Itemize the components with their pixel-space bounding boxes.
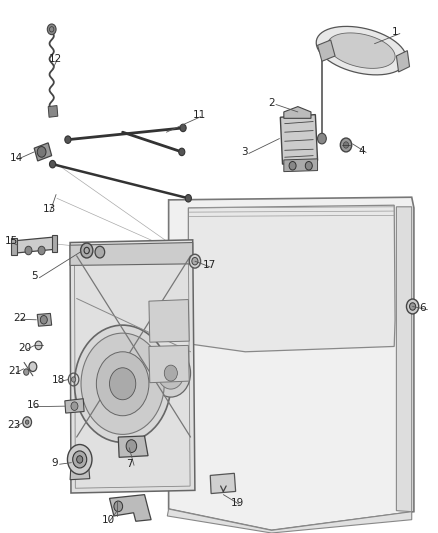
Circle shape [110,368,136,400]
Text: 9: 9 [52,458,58,467]
Polygon shape [70,465,90,480]
Polygon shape [48,106,58,117]
Circle shape [47,24,56,35]
Circle shape [73,451,87,468]
Polygon shape [169,197,414,530]
Circle shape [77,456,83,463]
Circle shape [67,445,92,474]
Polygon shape [110,495,151,521]
Text: 18: 18 [52,375,65,385]
Circle shape [179,148,185,156]
Circle shape [74,325,171,442]
Circle shape [71,377,76,382]
Text: 3: 3 [241,147,247,157]
Circle shape [158,357,184,389]
Polygon shape [70,240,195,493]
Polygon shape [280,115,318,164]
Text: 7: 7 [126,459,133,469]
Circle shape [343,142,349,148]
Polygon shape [316,27,406,75]
Circle shape [24,369,29,375]
Text: 11: 11 [193,110,206,120]
Text: 5: 5 [32,271,38,281]
Circle shape [185,195,191,202]
Polygon shape [70,243,193,265]
Circle shape [25,246,32,255]
Circle shape [65,136,71,143]
Circle shape [96,352,149,416]
Polygon shape [284,107,311,118]
Circle shape [29,362,37,372]
Text: 13: 13 [42,205,56,214]
Circle shape [305,161,312,170]
Circle shape [406,299,419,314]
Polygon shape [210,473,236,494]
Polygon shape [65,399,84,413]
Text: 17: 17 [202,261,215,270]
Circle shape [81,243,93,258]
Text: 22: 22 [13,313,26,322]
Text: 12: 12 [49,54,62,63]
Polygon shape [167,509,412,533]
Circle shape [289,161,296,170]
Circle shape [114,501,123,512]
Text: 1: 1 [392,27,399,37]
Text: 14: 14 [10,153,23,163]
Circle shape [164,365,177,381]
Circle shape [23,417,32,427]
Circle shape [95,246,105,258]
Text: 4: 4 [358,146,365,156]
Circle shape [180,124,186,132]
Polygon shape [328,33,395,68]
Circle shape [126,440,137,453]
Text: 6: 6 [420,303,426,313]
Text: 19: 19 [231,498,244,507]
Circle shape [49,160,56,168]
Circle shape [71,402,78,410]
Text: 21: 21 [8,366,21,376]
Polygon shape [149,300,189,342]
Circle shape [151,349,191,397]
Text: 20: 20 [18,343,32,353]
Circle shape [318,133,326,144]
Polygon shape [11,238,17,255]
Polygon shape [13,237,53,253]
Circle shape [192,257,198,265]
Polygon shape [396,51,410,72]
Polygon shape [188,205,395,352]
Polygon shape [318,40,335,61]
Polygon shape [149,345,189,383]
Text: 23: 23 [7,421,21,430]
Polygon shape [34,143,52,161]
Circle shape [25,420,29,424]
Text: 10: 10 [102,515,115,524]
Circle shape [81,333,164,434]
Circle shape [189,254,201,268]
Circle shape [410,303,416,310]
Polygon shape [396,207,412,512]
Circle shape [35,341,42,350]
Circle shape [37,147,46,157]
Polygon shape [37,313,52,326]
Text: 15: 15 [5,237,18,246]
Circle shape [40,316,47,324]
Polygon shape [284,159,318,172]
Circle shape [340,138,352,152]
Polygon shape [118,436,148,457]
Text: 2: 2 [268,98,275,108]
Polygon shape [52,235,57,252]
Text: 16: 16 [27,400,40,410]
Circle shape [38,246,45,255]
